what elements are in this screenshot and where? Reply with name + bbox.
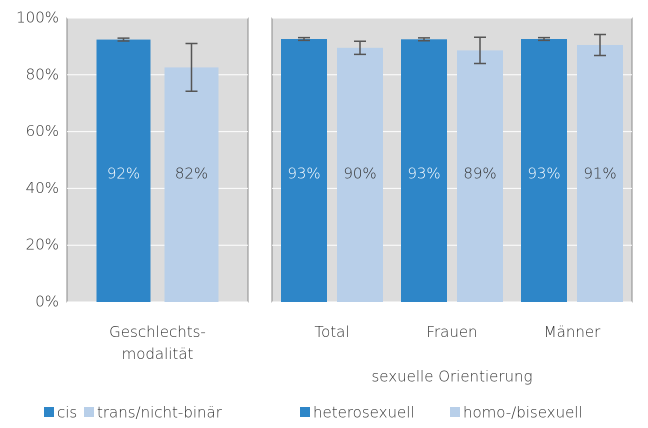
bar bbox=[164, 67, 219, 302]
x-tick-label: Total bbox=[314, 323, 349, 341]
legend-swatch bbox=[450, 407, 460, 417]
x-axis-label: sexuelle Orientierung bbox=[371, 368, 532, 386]
bar bbox=[577, 44, 623, 302]
x-tick-label-line: Total bbox=[314, 323, 349, 341]
plot-area bbox=[66, 17, 249, 303]
bar bbox=[96, 39, 151, 303]
value-label: 93% bbox=[527, 165, 560, 183]
x-tick-label-line: Frauen bbox=[426, 323, 477, 341]
x-tick-label: Frauen bbox=[426, 323, 477, 341]
error-bar bbox=[117, 37, 130, 42]
error-bar bbox=[594, 33, 606, 57]
legend-label: heterosexuell bbox=[313, 404, 415, 422]
bar bbox=[281, 39, 327, 303]
y-tick-label: 60% bbox=[26, 122, 59, 140]
bar bbox=[401, 39, 447, 303]
legend-swatch bbox=[44, 407, 54, 417]
error-bar bbox=[354, 40, 366, 56]
bar bbox=[521, 39, 567, 303]
value-label: 91% bbox=[583, 165, 616, 183]
bar bbox=[457, 50, 503, 302]
legend-swatch bbox=[300, 407, 310, 417]
legend-label: cis bbox=[57, 404, 77, 422]
error-bar bbox=[185, 42, 198, 93]
plot-area bbox=[271, 17, 633, 303]
error-bar bbox=[474, 36, 486, 65]
legend-swatch bbox=[84, 407, 94, 417]
value-label: 90% bbox=[343, 165, 376, 183]
error-bar bbox=[538, 36, 550, 42]
x-tick-label-line: Männer bbox=[544, 323, 601, 341]
legend-label: homo-/bisexuell bbox=[463, 404, 583, 422]
x-tick-label-line: Geschlechts- bbox=[109, 323, 206, 341]
bar bbox=[337, 47, 383, 302]
legend-label: trans/nicht-binär bbox=[97, 404, 223, 422]
y-tick-label: 80% bbox=[26, 65, 59, 83]
y-tick-label: 0% bbox=[35, 293, 59, 311]
x-tick-label: Männer bbox=[544, 323, 601, 341]
value-label: 93% bbox=[287, 165, 320, 183]
value-label: 82% bbox=[175, 165, 208, 183]
error-bar bbox=[298, 36, 310, 42]
value-label: 89% bbox=[463, 165, 496, 183]
value-label: 92% bbox=[107, 165, 140, 183]
x-tick-label: Geschlechts-modalität bbox=[109, 323, 206, 363]
value-label: 93% bbox=[407, 165, 440, 183]
y-tick-label: 20% bbox=[26, 236, 59, 254]
error-bar bbox=[418, 37, 430, 42]
x-tick-label-line: modalität bbox=[122, 345, 194, 363]
y-tick-label: 100% bbox=[16, 9, 59, 27]
y-tick-label: 40% bbox=[26, 179, 59, 197]
